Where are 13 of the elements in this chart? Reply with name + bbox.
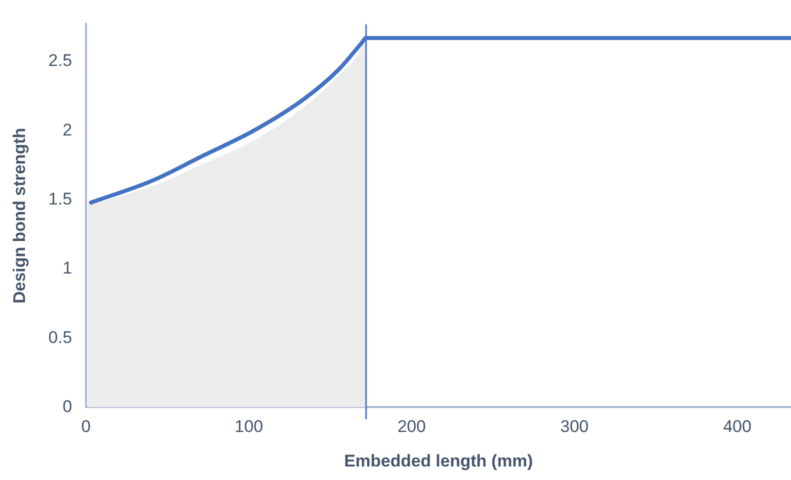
y-tick-label: 2.5 (48, 51, 72, 70)
y-tick-label: 0.5 (48, 328, 72, 347)
x-tick-label: 300 (560, 417, 589, 436)
y-tick-label: 0 (62, 396, 72, 416)
x-tick-label: 0 (81, 417, 91, 436)
y-tick-label: 1 (62, 258, 72, 278)
y-axis-title: Design bond strength (10, 128, 29, 304)
y-tick-label: 1.5 (48, 189, 72, 208)
x-tick-label: 100 (234, 417, 264, 436)
x-tick-label: 200 (397, 417, 426, 436)
x-axis-title: Embedded length (mm) (344, 451, 533, 470)
y-tick-label: 2 (62, 120, 72, 140)
x-tick-label: 400 (723, 417, 752, 436)
